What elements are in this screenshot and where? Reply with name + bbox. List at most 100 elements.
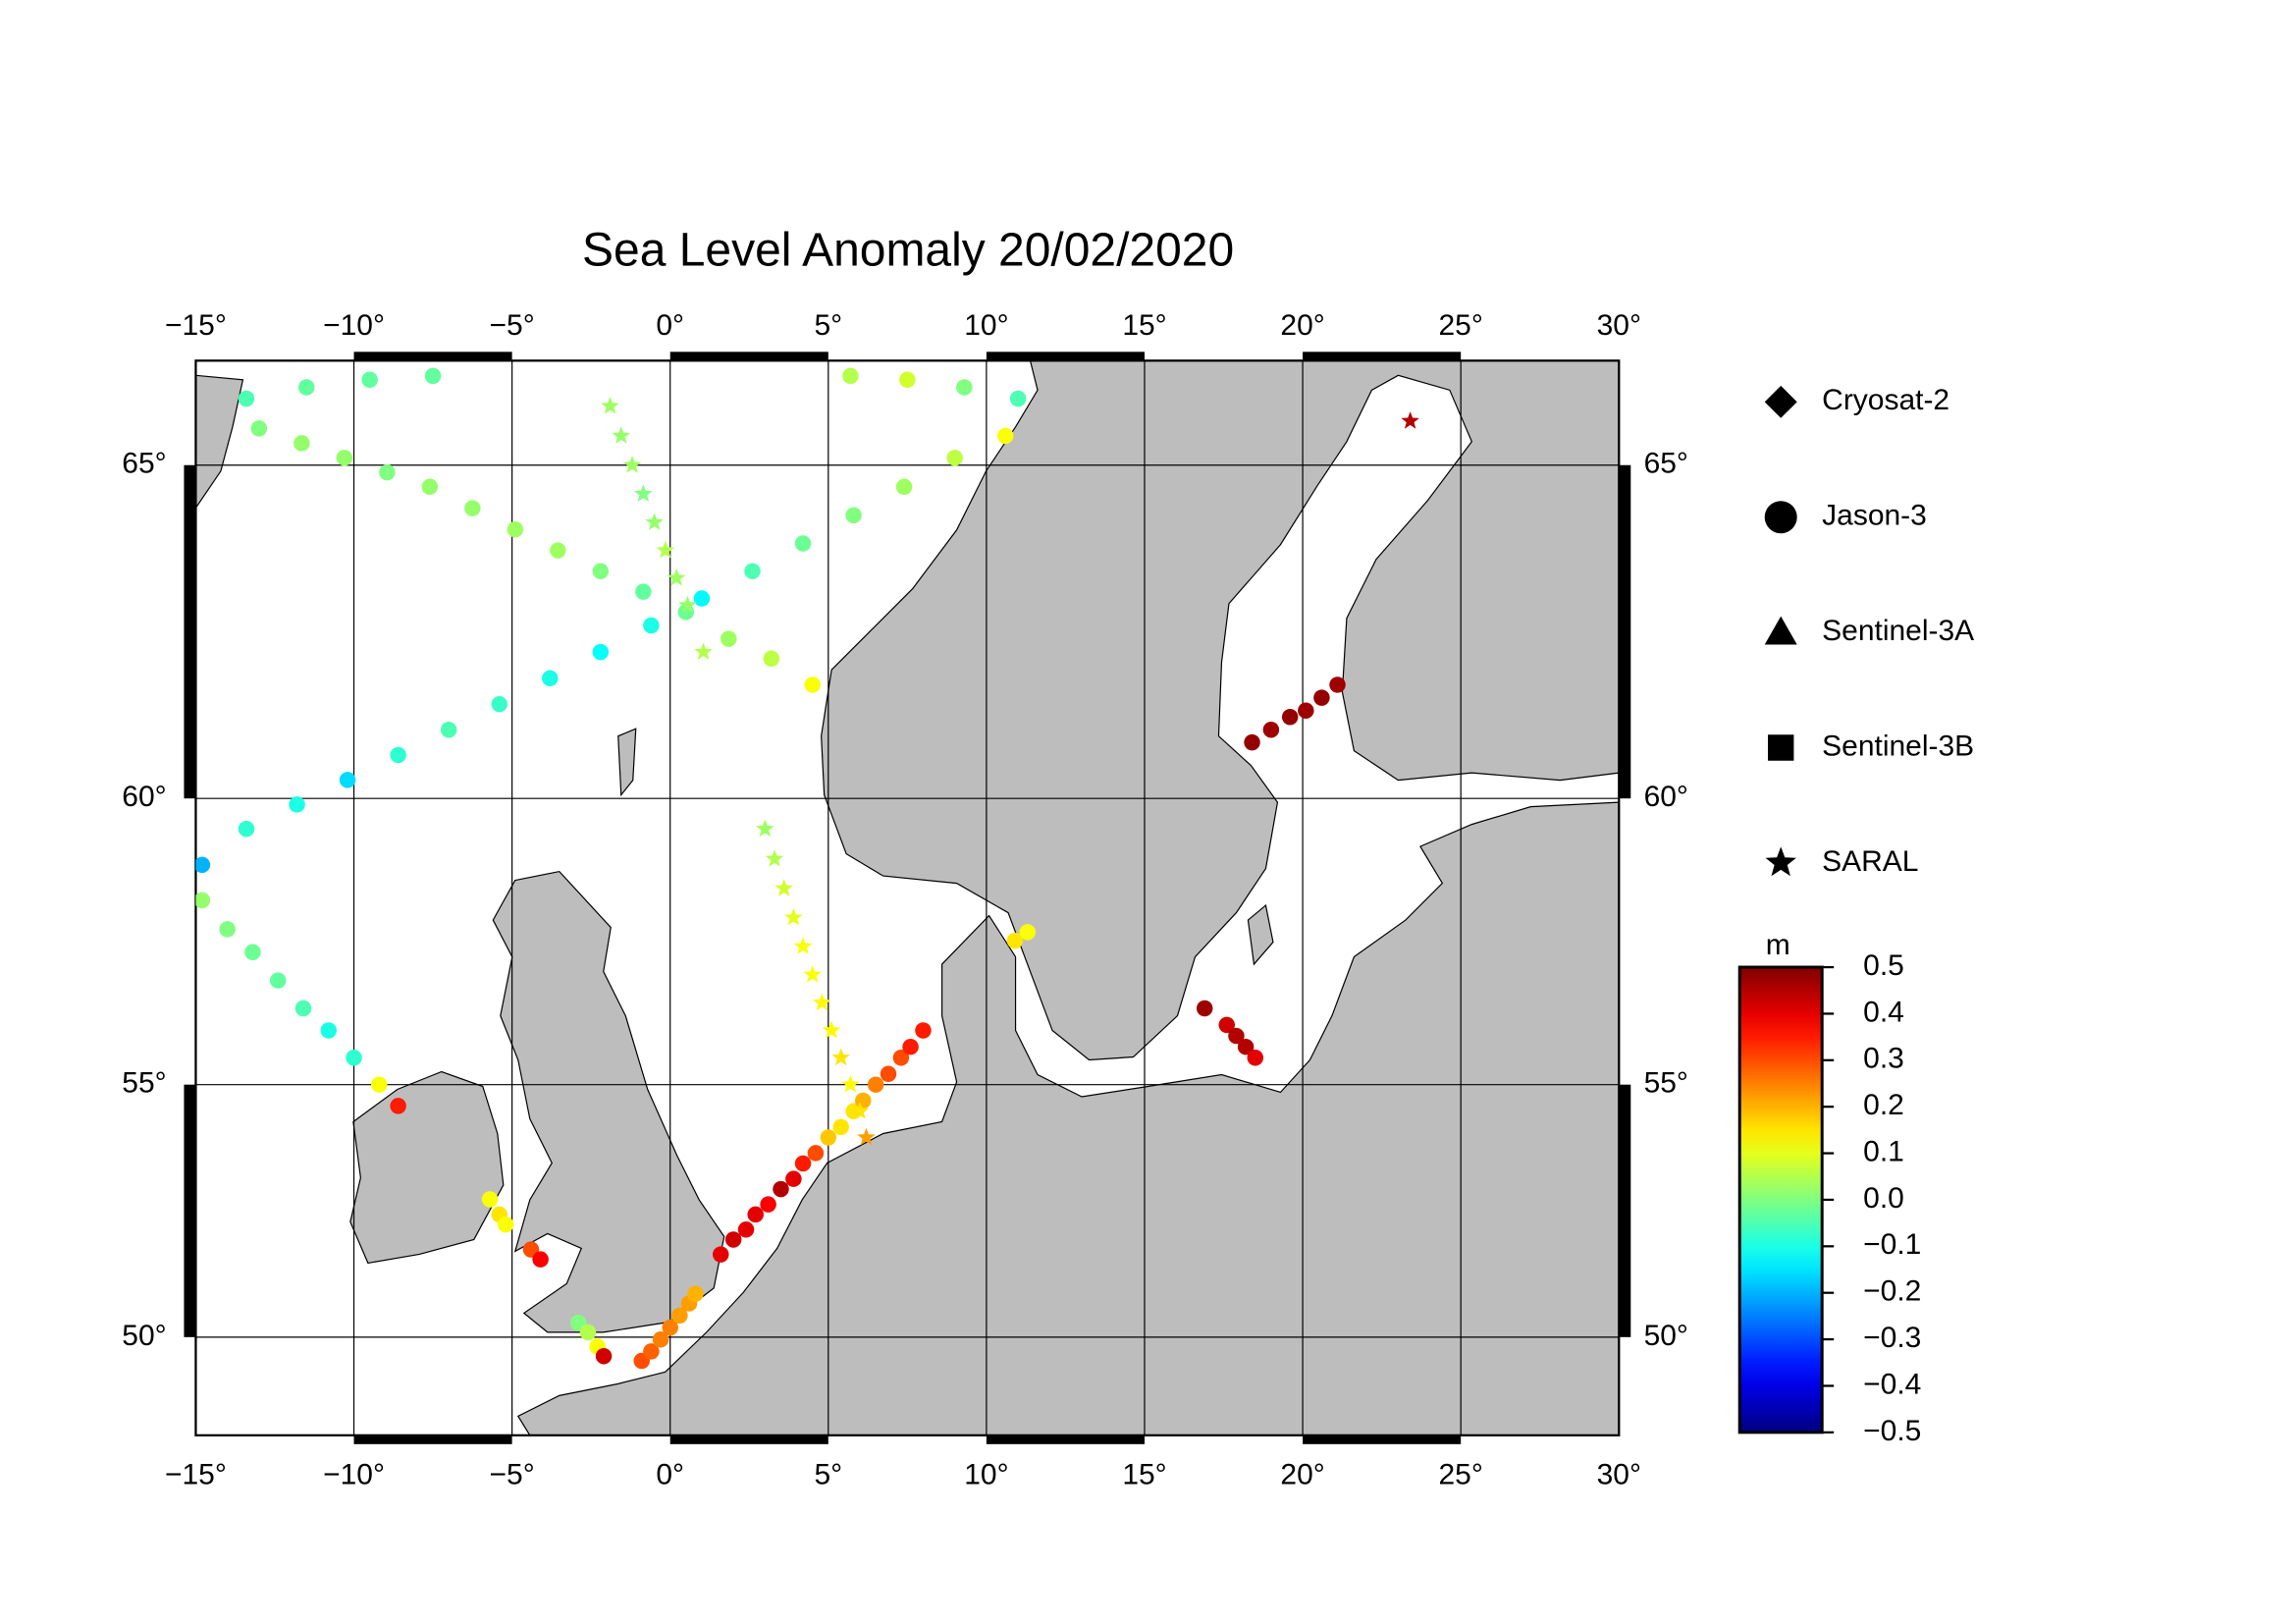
- track-point: [956, 379, 973, 396]
- track-point: [804, 676, 821, 693]
- track-point: [946, 450, 963, 466]
- colorbar-tick-label: −0.3: [1863, 1322, 1921, 1354]
- frame-bar: [1303, 352, 1462, 361]
- legend-label: SARAL: [1822, 845, 1918, 878]
- track-point: [807, 1145, 825, 1162]
- x-tick-label: 5°: [814, 309, 842, 342]
- track-point: [601, 396, 619, 414]
- track-point: [507, 520, 524, 538]
- track-point: [1218, 1016, 1236, 1034]
- track-point: [1244, 733, 1260, 751]
- colorbar-scale: [1737, 965, 1824, 1434]
- x-tick-label: 15°: [1122, 309, 1166, 342]
- track-point: [694, 642, 713, 660]
- track-point: [832, 1118, 849, 1136]
- y-tick-label: 55°: [122, 1067, 166, 1100]
- track-point: [867, 1076, 884, 1093]
- colorbar: m 0.5 0.4 0.3 0.2 0.1 0.0 −0.1 −0.2 −0.3 −0.4 −0.5: [1737, 929, 1921, 1447]
- colorbar-tick-label: 0.3: [1863, 1043, 1904, 1075]
- track-point: [996, 427, 1014, 445]
- track-point: [693, 590, 711, 607]
- colorbar-tick-label: 0.5: [1863, 949, 1904, 982]
- frame-bar: [1619, 464, 1631, 799]
- track-point: [822, 1020, 841, 1039]
- legend-marker: [1765, 846, 1796, 877]
- track-point: [1237, 1038, 1255, 1055]
- x-tick-label: 20°: [1280, 309, 1324, 342]
- frame-bar: [353, 352, 512, 361]
- track-point: [491, 695, 507, 713]
- track-point: [1313, 689, 1330, 706]
- track-point: [294, 1000, 312, 1017]
- track-point: [785, 1170, 802, 1187]
- track-point: [612, 426, 631, 444]
- colorbar-tick-label: 0.1: [1863, 1135, 1904, 1167]
- track-point: [850, 1102, 870, 1119]
- track-point: [794, 1155, 812, 1172]
- altimetry-tracks: [195, 367, 1419, 1370]
- track-point: [635, 583, 652, 600]
- track-point: [339, 772, 356, 788]
- track-point: [579, 1324, 597, 1341]
- track-point: [721, 630, 737, 647]
- legend-marker: [1764, 616, 1797, 645]
- track-point: [794, 535, 812, 552]
- track-point: [678, 595, 697, 614]
- track-point: [737, 1221, 755, 1238]
- legend: Cryosat-2 Jason-3 Sentinel-3A Sentinel-3B SA…: [1764, 384, 1974, 878]
- track-point: [390, 746, 406, 764]
- frame-bar: [1619, 1084, 1631, 1337]
- legend-marker: [1764, 501, 1797, 534]
- track-point: [592, 643, 610, 661]
- x-tick-label: 25°: [1439, 1459, 1483, 1491]
- y-tick-label: 60°: [1644, 781, 1688, 813]
- track-point: [1262, 721, 1280, 738]
- ireland: [349, 1070, 505, 1265]
- track-point: [744, 563, 761, 579]
- track-point: [634, 484, 653, 502]
- frame-bar: [353, 1434, 512, 1444]
- track-point: [1247, 1050, 1264, 1066]
- track-point: [813, 993, 831, 1011]
- track-point: [857, 1127, 876, 1146]
- track-point: [747, 1206, 764, 1223]
- track-point: [671, 1307, 688, 1325]
- track-point: [842, 367, 859, 385]
- track-point: [195, 856, 211, 874]
- track-point: [774, 879, 793, 896]
- track-point: [1329, 676, 1346, 693]
- track-point: [855, 1092, 872, 1109]
- track-point: [892, 1050, 910, 1066]
- frame-bar: [184, 1084, 196, 1337]
- x-tick-label: 20°: [1280, 1459, 1324, 1491]
- track-point: [361, 371, 378, 389]
- track-point: [1196, 1000, 1213, 1017]
- colorbar-tick-label: 0.0: [1863, 1182, 1904, 1215]
- track-point: [464, 500, 481, 516]
- track-point: [652, 1331, 669, 1348]
- track-point: [756, 819, 774, 838]
- track-point: [662, 1319, 678, 1336]
- track-point: [421, 478, 439, 496]
- track-point: [713, 1246, 729, 1263]
- track-point: [481, 1191, 499, 1208]
- frame-bar: [1303, 1434, 1462, 1444]
- x-tick-label: 5°: [814, 1459, 842, 1491]
- track-point: [238, 390, 255, 407]
- x-tick-label: 30°: [1597, 309, 1641, 342]
- x-tick-label: −10°: [323, 309, 385, 342]
- track-point: [841, 1074, 860, 1093]
- x-tick-label: 25°: [1439, 309, 1483, 342]
- x-tick-label: 0°: [656, 309, 684, 342]
- frame-bar: [986, 352, 1146, 361]
- track-point: [656, 540, 675, 559]
- frame-bar: [184, 464, 196, 799]
- colorbar-tick-label: −0.1: [1863, 1228, 1921, 1261]
- track-point: [424, 367, 442, 385]
- track-point: [320, 1022, 338, 1039]
- x-tick-label: 10°: [964, 309, 1008, 342]
- legend-label: Jason-3: [1822, 500, 1927, 532]
- track-point: [592, 563, 610, 579]
- track-point: [845, 507, 862, 524]
- track-point: [793, 937, 813, 954]
